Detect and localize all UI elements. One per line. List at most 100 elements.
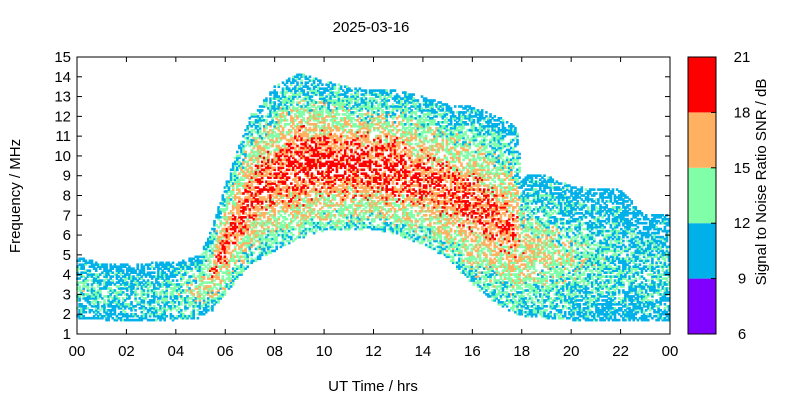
data-point xyxy=(202,287,206,290)
data-point xyxy=(209,291,212,294)
data-point xyxy=(271,128,274,132)
data-point xyxy=(343,172,347,175)
data-point xyxy=(223,216,227,219)
data-point xyxy=(219,247,222,251)
data-point xyxy=(260,115,264,118)
data-point xyxy=(339,119,343,122)
data-point xyxy=(277,212,281,215)
data-point xyxy=(180,301,183,304)
data-point xyxy=(343,158,347,162)
data-point xyxy=(150,275,154,278)
data-point xyxy=(227,188,231,191)
data-point xyxy=(269,217,272,221)
data-point xyxy=(202,251,206,255)
data-point xyxy=(96,277,100,280)
data-point xyxy=(304,126,308,130)
data-point xyxy=(136,267,139,270)
data-point xyxy=(80,309,83,312)
data-point xyxy=(331,93,335,96)
data-point xyxy=(144,293,148,296)
data-point xyxy=(339,188,343,191)
data-point xyxy=(314,168,318,172)
data-point xyxy=(366,180,370,183)
data-point xyxy=(229,251,233,255)
data-point xyxy=(368,210,372,213)
data-point xyxy=(244,253,247,257)
data-point xyxy=(370,101,374,104)
data-point xyxy=(277,194,281,197)
data-point xyxy=(360,142,364,146)
data-point xyxy=(379,212,382,215)
data-point xyxy=(312,150,316,154)
data-point xyxy=(325,178,328,181)
data-point xyxy=(285,239,289,243)
data-point xyxy=(364,140,368,144)
data-point xyxy=(250,194,254,197)
data-point xyxy=(121,301,125,304)
data-point xyxy=(265,212,268,215)
data-point xyxy=(254,172,258,175)
data-point xyxy=(217,289,220,292)
data-point xyxy=(252,237,256,241)
data-point xyxy=(360,186,364,189)
data-point xyxy=(333,87,337,90)
data-point xyxy=(263,212,266,215)
data-point xyxy=(358,200,362,203)
data-point xyxy=(107,309,110,312)
data-point xyxy=(290,198,293,201)
data-point xyxy=(250,121,254,124)
data-point xyxy=(341,178,345,181)
data-point xyxy=(300,221,303,225)
data-point xyxy=(281,148,285,152)
data-point xyxy=(335,166,339,170)
data-point xyxy=(163,303,166,306)
data-point xyxy=(269,109,272,112)
data-point xyxy=(283,125,287,128)
data-point xyxy=(238,178,241,181)
data-point xyxy=(267,229,270,233)
data-point xyxy=(335,117,339,120)
data-point xyxy=(373,144,376,148)
data-point xyxy=(298,235,301,239)
data-point xyxy=(132,291,135,294)
data-point xyxy=(314,227,318,231)
data-point xyxy=(267,212,270,215)
data-point xyxy=(84,299,88,302)
data-point xyxy=(121,318,125,322)
data-point xyxy=(84,263,88,266)
data-point xyxy=(248,172,252,175)
data-point xyxy=(306,136,310,140)
data-point xyxy=(86,285,90,288)
data-point xyxy=(300,81,303,84)
data-point xyxy=(373,217,376,221)
data-point xyxy=(175,295,179,298)
data-point xyxy=(99,291,102,294)
data-point xyxy=(252,160,256,164)
data-point xyxy=(370,91,374,94)
data-point xyxy=(317,115,320,118)
data-point xyxy=(223,247,227,251)
data-point xyxy=(285,101,289,104)
data-point xyxy=(356,184,359,187)
data-point xyxy=(256,217,260,221)
data-point xyxy=(279,138,283,142)
data-point xyxy=(283,144,287,148)
data-point xyxy=(265,245,268,249)
data-point xyxy=(312,184,316,187)
data-point xyxy=(96,303,100,306)
data-point xyxy=(298,229,301,233)
data-point xyxy=(215,273,218,276)
data-point xyxy=(258,117,262,120)
data-point xyxy=(366,194,370,197)
data-point xyxy=(304,138,308,142)
data-point xyxy=(341,214,345,217)
data-point xyxy=(265,140,268,144)
data-point xyxy=(254,225,258,229)
data-point xyxy=(375,140,378,144)
data-point xyxy=(360,204,364,207)
data-point xyxy=(238,223,241,227)
data-point xyxy=(314,119,318,122)
data-point xyxy=(354,111,357,114)
data-point xyxy=(82,275,85,278)
data-point xyxy=(240,269,243,272)
